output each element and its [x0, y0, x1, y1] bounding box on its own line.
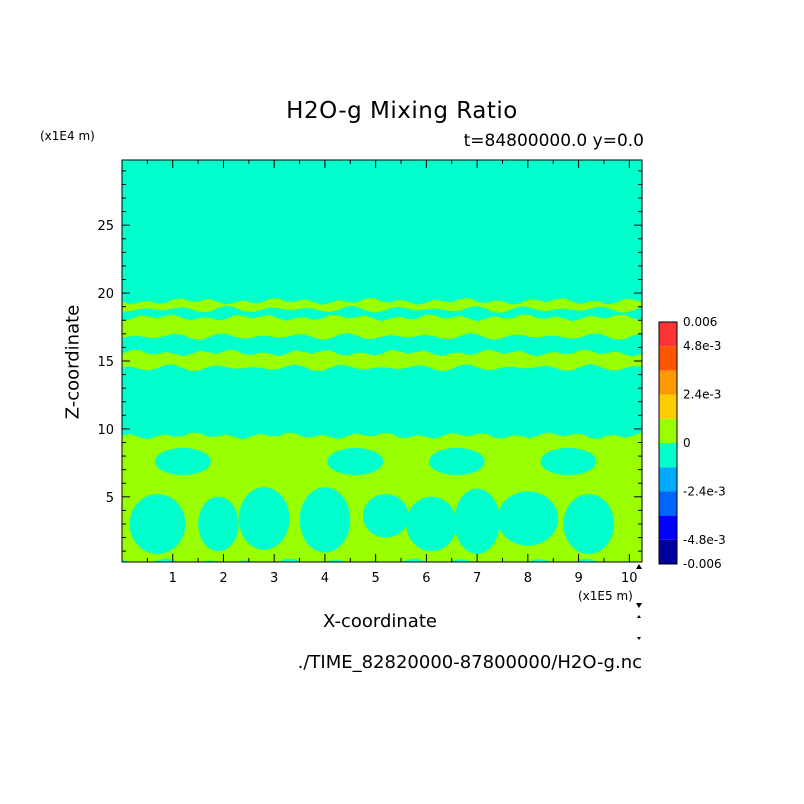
colorbar-swatch: [659, 467, 677, 492]
negative-pocket: [563, 494, 615, 554]
colorbar-frame: [658, 321, 678, 565]
x-tick-label: 4: [321, 571, 329, 586]
colorbar-swatch: [659, 491, 677, 516]
colorbar-label: -0.006: [683, 557, 722, 571]
colorbar-swatch: [659, 443, 677, 468]
colorbar-label: 4.8e-3: [683, 339, 721, 353]
plot-area: [122, 160, 642, 562]
positive-band: [122, 349, 642, 372]
x-tick-label: 6: [422, 571, 430, 586]
negative-pocket: [362, 494, 409, 538]
negative-pocket: [238, 487, 290, 550]
colorbar-label: 0.006: [683, 315, 717, 329]
negative-pocket: [299, 487, 351, 553]
y-tick-label: 15: [97, 355, 114, 370]
positive-band: [122, 297, 642, 313]
z-unit-label: (x1E4 m): [40, 129, 95, 143]
y-tick-label: 10: [97, 423, 114, 438]
x-tick-label: 8: [524, 571, 532, 586]
colorbar-label: -2.4e-3: [683, 484, 726, 498]
y-tick-label: 5: [106, 491, 114, 506]
colorbar-swatch: [659, 515, 677, 540]
colorbar-label: 0: [683, 436, 691, 450]
negative-pocket: [327, 447, 384, 476]
colorbar-swatch: [659, 370, 677, 395]
negative-pockets: [129, 447, 615, 554]
negative-pocket: [454, 488, 500, 554]
x-tick-label: 2: [219, 571, 227, 586]
scroll-hint-icon: [636, 564, 642, 640]
y-tick-label: 20: [97, 287, 114, 302]
y-tick-label: 25: [97, 219, 114, 234]
negative-pocket: [129, 494, 186, 554]
source-file-label: ./TIME_82820000-87800000/H2O-g.nc: [297, 652, 642, 673]
colorbar-swatch: [659, 322, 677, 347]
x-tick-label: 7: [473, 571, 481, 586]
colorbar: 0.006 4.8e-3 2.4e-3 0 -2.4e-3 -4.8e-3 -0.006: [658, 315, 726, 571]
negative-pocket: [198, 496, 239, 552]
x-unit-label: (x1E5 m): [578, 589, 633, 603]
x-tick-label: 10: [621, 571, 638, 586]
x-tick-label: 9: [574, 571, 582, 586]
negative-pocket: [154, 447, 211, 476]
axis-ticks: 1 2 3 4 5 6 7 8 9 10 5 10 15 20 25: [97, 160, 642, 586]
x-axis-label: X-coordinate: [323, 611, 437, 632]
negative-pocket: [497, 491, 559, 546]
chart-title: H2O-g Mixing Ratio: [286, 98, 518, 124]
negative-pocket: [406, 496, 457, 552]
x-tick-label: 1: [169, 571, 177, 586]
positive-band: [122, 314, 642, 341]
colorbar-label: 2.4e-3: [683, 388, 721, 402]
negative-pocket: [540, 447, 597, 476]
negative-pocket: [428, 447, 485, 476]
colorbar-label: -4.8e-3: [683, 533, 726, 547]
x-tick-label: 5: [372, 571, 380, 586]
colorbar-swatch: [659, 418, 677, 443]
colorbar-swatch: [659, 346, 677, 371]
chart-subtitle: t=84800000.0 y=0.0: [463, 131, 644, 151]
colorbar-swatch: [659, 394, 677, 419]
colorbar-swatch: [659, 539, 677, 564]
x-tick-label: 3: [270, 571, 278, 586]
